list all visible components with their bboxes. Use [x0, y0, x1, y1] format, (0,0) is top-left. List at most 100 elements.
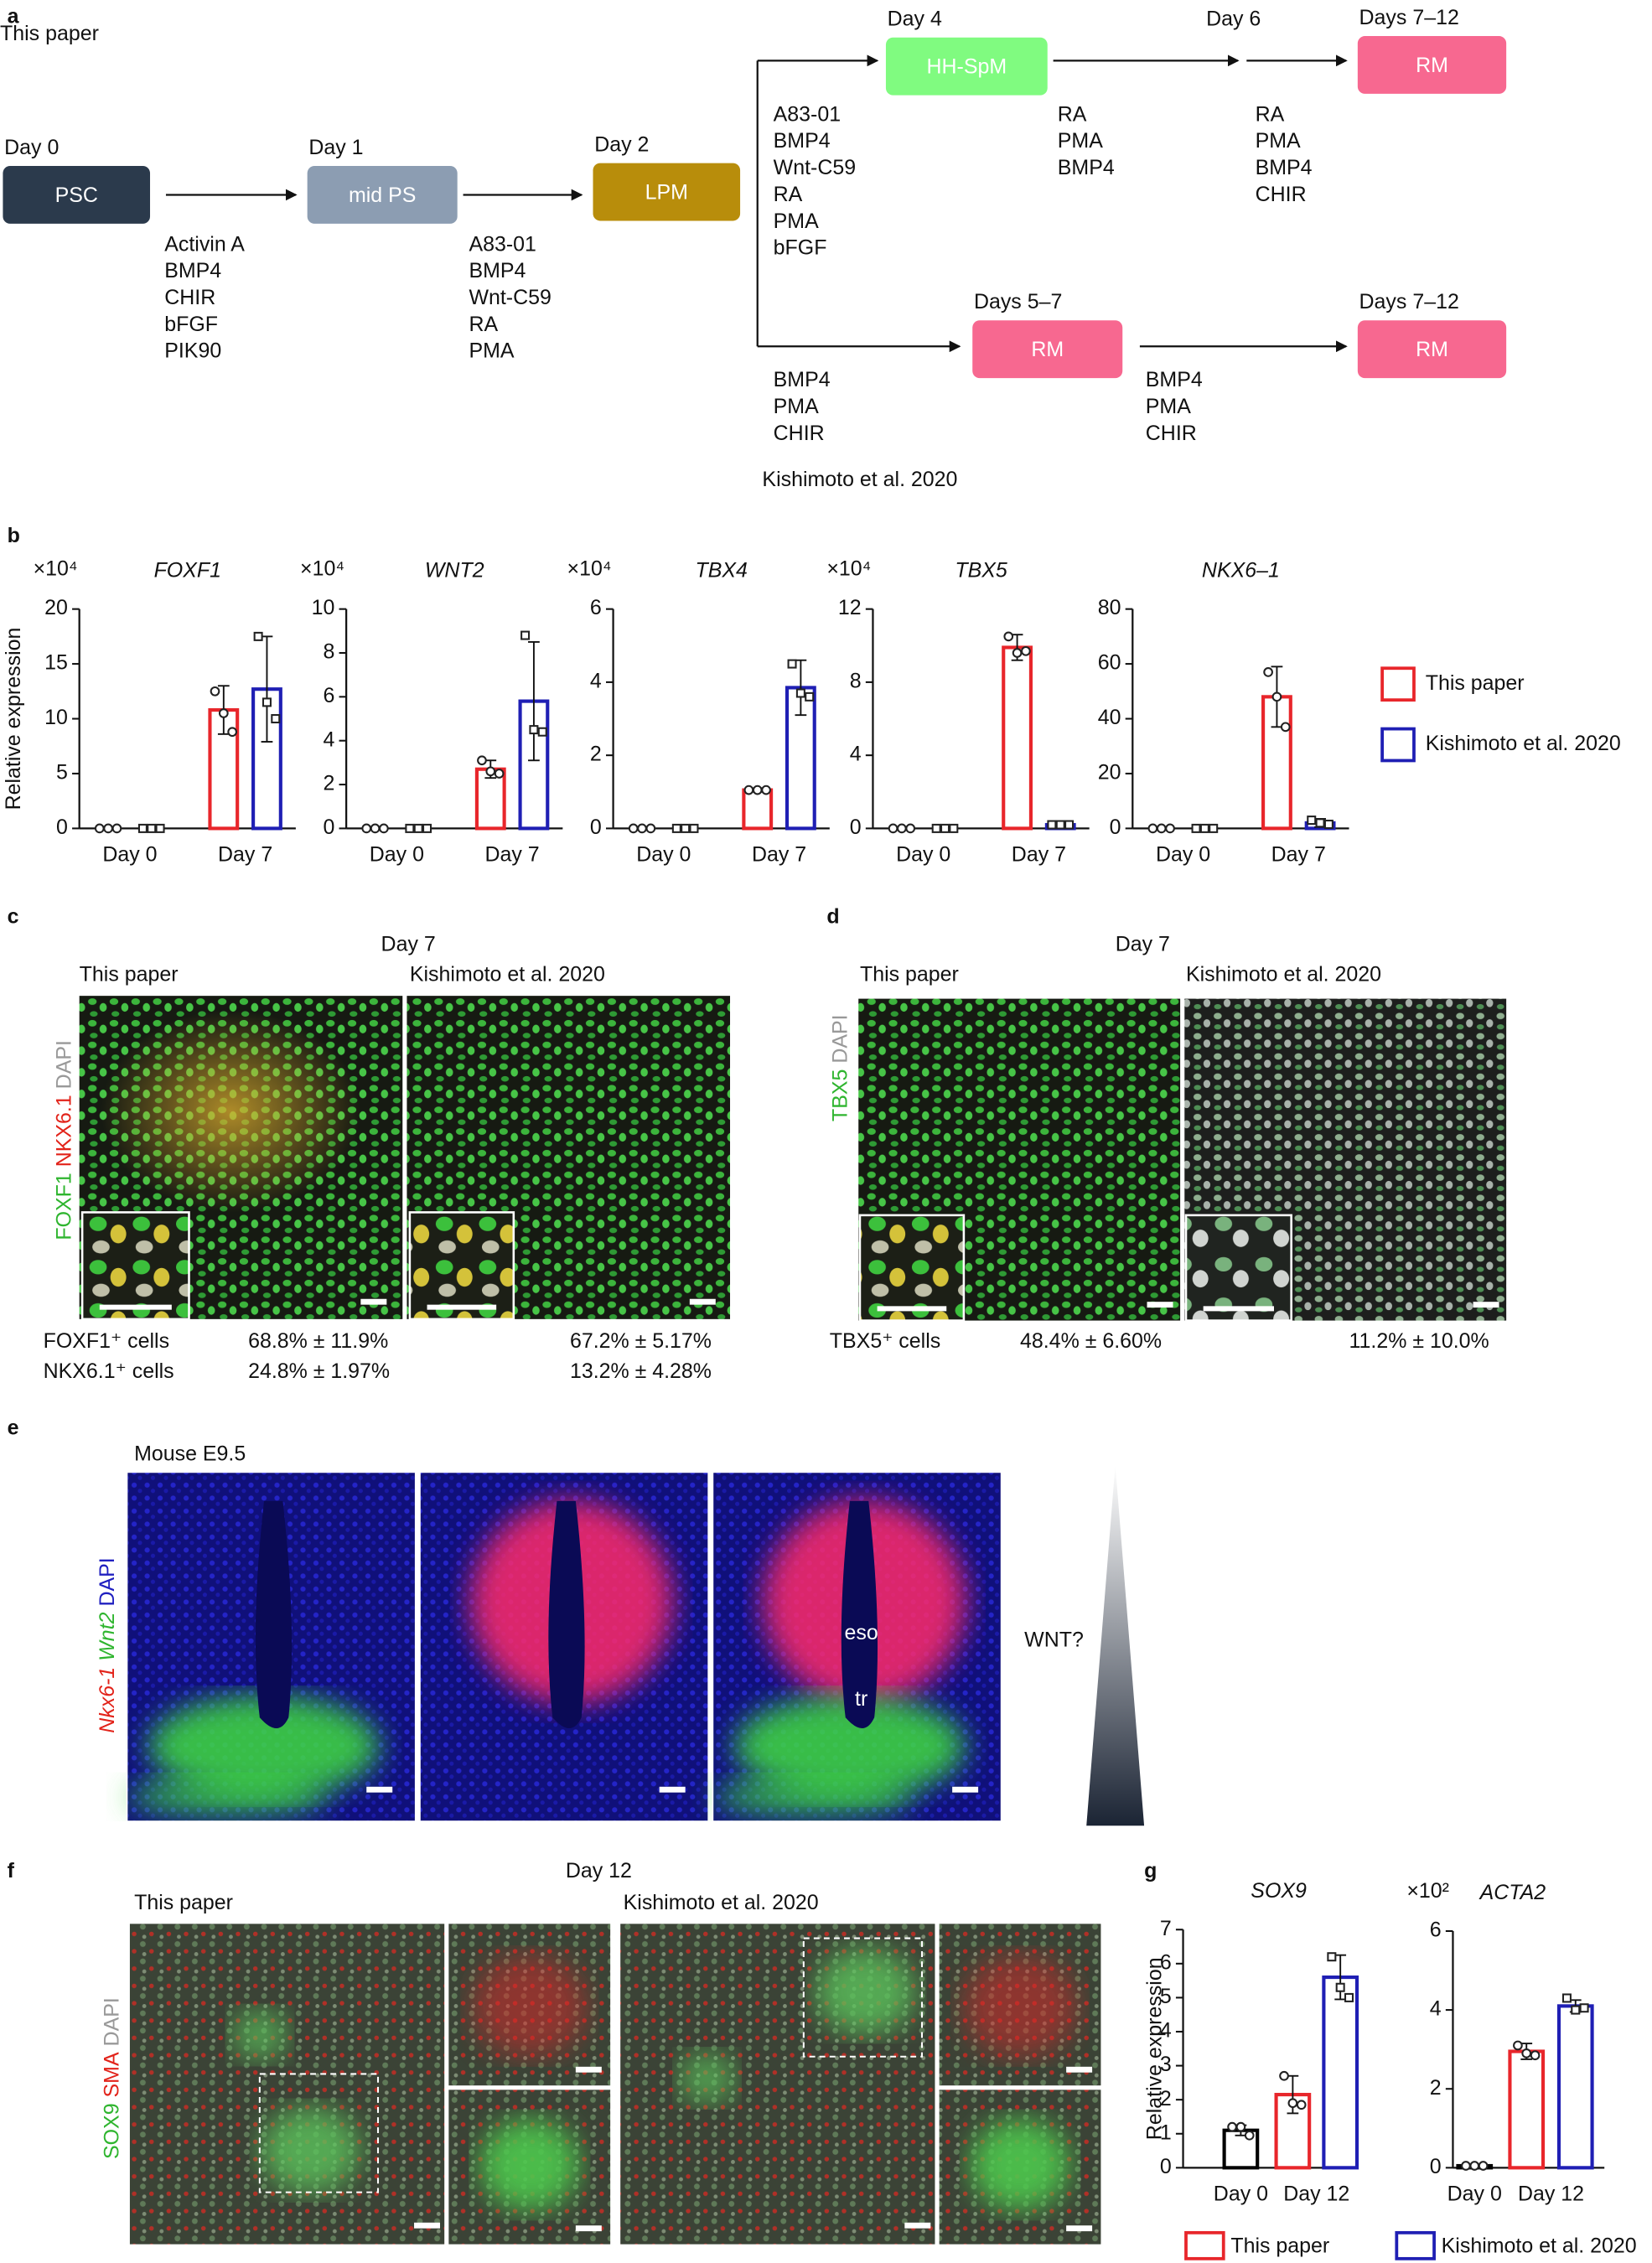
data-point: [940, 823, 950, 833]
data-point: [485, 766, 496, 777]
data-point: [1064, 820, 1075, 830]
y-axis-label: Relative expression: [2, 628, 25, 810]
scale-bar: [689, 1298, 716, 1305]
bar: [1002, 645, 1033, 831]
y-tick-label: 6: [323, 684, 334, 707]
data-point: [743, 785, 754, 795]
sox9-signal: [259, 2107, 361, 2194]
chart-title: WNT2: [425, 558, 484, 582]
scale-bar: [877, 1306, 947, 1312]
y-tick-label: 15: [44, 651, 68, 675]
condition: PMA: [1146, 395, 1191, 418]
data-point: [1199, 823, 1209, 833]
data-point: [1271, 691, 1282, 702]
stage-day: Days 7–12: [1359, 290, 1459, 313]
inset: [859, 1214, 964, 1321]
y-axis-label: Relative expression: [1142, 1957, 1166, 2140]
data-point: [494, 769, 505, 779]
y-tick-label: 2: [1160, 2087, 1172, 2110]
sox9-signal: [815, 1948, 917, 2035]
stage-day: Days 5–7: [974, 290, 1062, 313]
data-point: [628, 823, 639, 834]
data-point: [147, 823, 157, 833]
data-point: [1335, 1982, 1345, 1992]
data-point: [520, 630, 531, 640]
data-point: [271, 714, 281, 724]
scale-bar: [1066, 2066, 1093, 2073]
legend-swatch: [1380, 666, 1416, 702]
scale-bar: [1203, 1306, 1274, 1312]
y-tick-label: 2: [590, 743, 602, 766]
condition: PMA: [774, 210, 819, 233]
row-label: TBX5⁺ cells: [830, 1329, 940, 1353]
data-point: [1156, 823, 1167, 834]
column-title: This paper: [80, 963, 179, 987]
stain-name: DAPI: [100, 1997, 123, 2046]
data-point: [1012, 648, 1023, 658]
condition: PMA: [469, 339, 514, 363]
condition: bFGF: [164, 313, 218, 336]
data-point: [1513, 2040, 1523, 2051]
legend-label: Kishimoto et al. 2020: [1426, 732, 1621, 755]
condition: RA: [1256, 102, 1285, 126]
data-point: [1003, 631, 1014, 642]
axis-multiplier: ×10²: [1406, 1879, 1449, 1903]
data-point: [1244, 2130, 1255, 2141]
stage-box: [593, 163, 741, 221]
row-value: 67.2% ± 5.17%: [570, 1329, 712, 1353]
data-point: [637, 823, 647, 834]
data-point: [905, 823, 916, 834]
data-point: [761, 785, 771, 795]
y-tick-label: 8: [323, 640, 334, 664]
inset: [409, 1212, 514, 1319]
timepoint: Day 12: [566, 1859, 632, 1882]
y-tick-label: 5: [56, 761, 68, 785]
x-tick-label: Day 0: [896, 843, 950, 867]
source-label: Kishimoto et al. 2020: [762, 468, 957, 491]
data-point: [155, 823, 165, 833]
y-tick-label: 40: [1098, 706, 1121, 729]
data-point: [537, 727, 547, 737]
x-tick-label: Day 0: [102, 843, 157, 867]
data-point: [949, 823, 959, 833]
stage-box: [972, 320, 1123, 379]
stage-box: [885, 37, 1048, 96]
condition: RA: [774, 183, 803, 206]
condition: BMP4: [1256, 156, 1313, 179]
legend-swatch: [1380, 727, 1416, 763]
y-tick-label: 4: [850, 743, 862, 766]
condition: PMA: [1058, 129, 1103, 153]
data-point: [1209, 823, 1219, 833]
sample-label: Mouse E9.5: [134, 1442, 246, 1465]
x-tick-label: Day 0: [636, 843, 691, 867]
inset: [82, 1212, 189, 1319]
row-label: NKX6.1⁺ cells: [44, 1359, 174, 1383]
condition: PIK90: [164, 339, 221, 363]
stage-box: [307, 166, 458, 224]
sma-signal: [962, 1955, 1078, 2057]
condition: CHIR: [774, 422, 825, 445]
data-point: [413, 823, 423, 833]
y-tick-label: 8: [850, 669, 862, 692]
y-tick-label: 0: [1110, 816, 1121, 839]
condition: PMA: [1256, 129, 1301, 153]
annotation: eso: [845, 1621, 878, 1644]
x-tick-label: Day 7: [1271, 843, 1326, 867]
data-point: [1191, 823, 1201, 833]
y-tick-label: 4: [323, 728, 334, 751]
scale-bar: [414, 2222, 441, 2229]
stain-name: DAPI: [96, 1557, 119, 1606]
y-tick-label: 4: [1160, 2019, 1172, 2043]
stage-box: [1357, 320, 1507, 379]
data-point: [1279, 2070, 1289, 2081]
data-point: [1227, 2121, 1237, 2132]
data-point: [1461, 2161, 1471, 2171]
stain-name: SOX9: [100, 2103, 123, 2159]
chart-title: TBX4: [695, 558, 747, 582]
scale-bar: [360, 1298, 387, 1305]
stain-name: Wnt2: [96, 1612, 119, 1660]
axis-multiplier: ×10⁴: [300, 557, 344, 581]
condition: BMP4: [774, 368, 831, 391]
error-bar: [795, 659, 807, 717]
sox9-signal: [678, 2052, 736, 2105]
